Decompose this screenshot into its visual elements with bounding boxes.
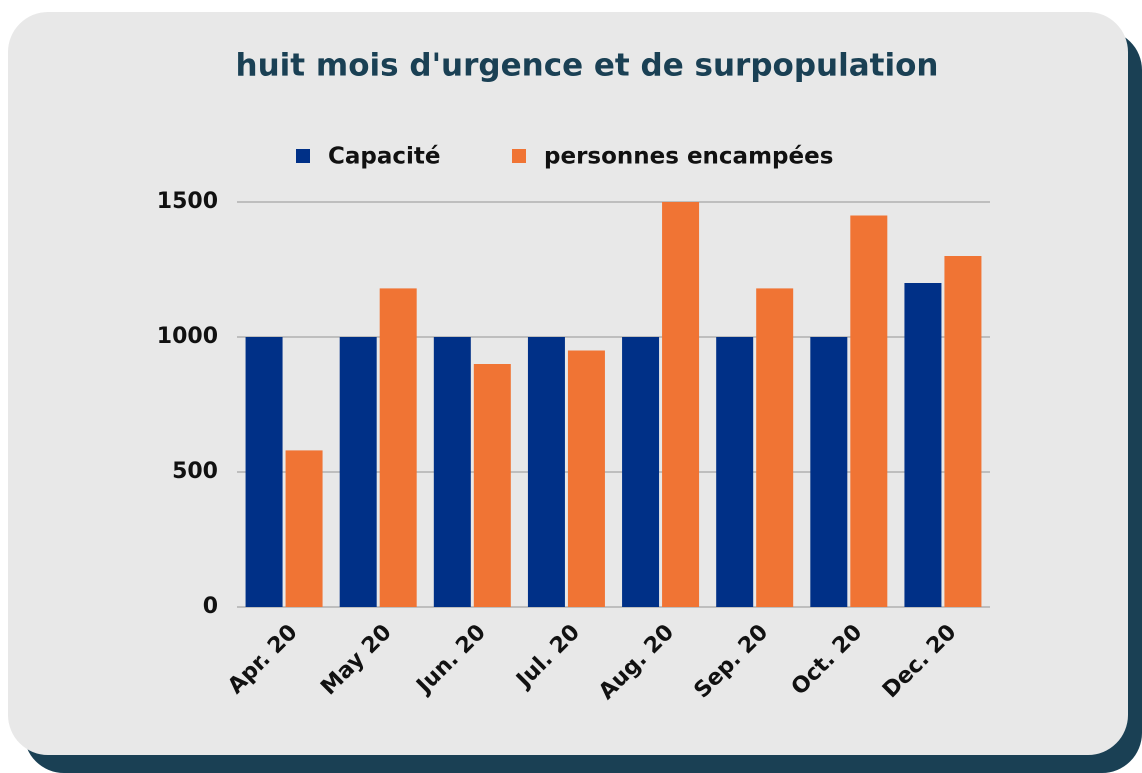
bar bbox=[622, 337, 660, 607]
bar bbox=[850, 215, 888, 607]
bar bbox=[810, 337, 848, 607]
bar bbox=[379, 288, 417, 607]
legend-swatch bbox=[512, 149, 526, 163]
bar bbox=[904, 283, 942, 607]
y-tick-label: 500 bbox=[172, 459, 218, 484]
bar bbox=[285, 450, 323, 607]
legend-label: Capacité bbox=[328, 144, 441, 170]
legend-label: personnes encampées bbox=[544, 144, 833, 170]
y-tick-label: 0 bbox=[203, 594, 218, 619]
bar bbox=[662, 202, 700, 607]
bar bbox=[433, 337, 471, 607]
bar bbox=[756, 288, 794, 607]
legend-swatch bbox=[296, 149, 310, 163]
y-tick-label: 1500 bbox=[157, 189, 218, 214]
bar bbox=[716, 337, 754, 607]
chart-title: huit mois d'urgence et de surpopulation bbox=[236, 48, 939, 84]
bar bbox=[527, 337, 565, 607]
bar bbox=[245, 337, 283, 607]
bar bbox=[944, 256, 982, 607]
bar bbox=[567, 350, 605, 607]
bar bbox=[473, 364, 511, 607]
y-tick-label: 1000 bbox=[157, 324, 218, 349]
bar bbox=[339, 337, 377, 607]
